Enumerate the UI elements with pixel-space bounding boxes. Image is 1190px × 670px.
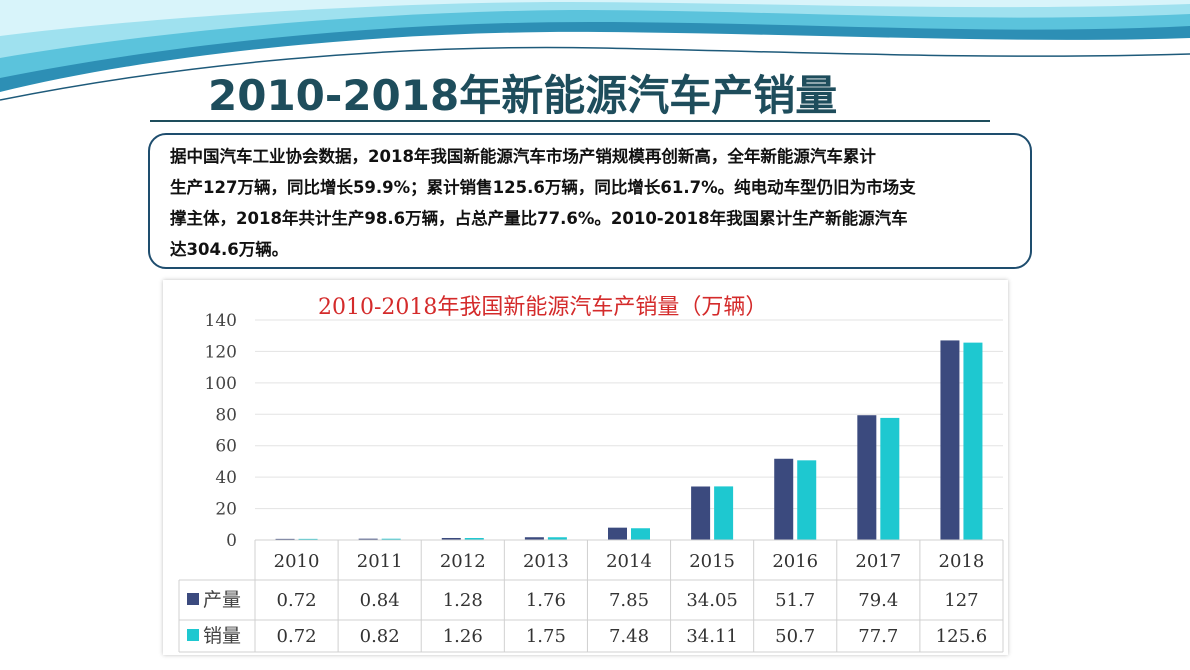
bar-sales	[797, 460, 817, 540]
data-label: 34.11	[686, 626, 738, 647]
data-label: 51.7	[775, 590, 815, 611]
data-label: 127	[944, 590, 978, 611]
bar-sales	[963, 342, 983, 540]
x-tick-label: 2010	[274, 551, 320, 572]
x-tick-label: 2014	[606, 551, 652, 572]
bar-production	[774, 458, 794, 540]
header-wave-decoration	[0, 0, 1190, 101]
data-label: 77.7	[858, 626, 898, 647]
data-label: 125.6	[936, 626, 988, 647]
bar-sales	[381, 538, 401, 540]
summary-line: 达304.6万辆。	[170, 240, 289, 259]
title-underline	[150, 120, 990, 122]
data-label: 50.7	[775, 626, 815, 647]
bar-sales	[714, 486, 734, 540]
chart-panel: 2010-2018年我国新能源汽车产销量（万辆） 0 20 40 60 80 100 120…	[163, 280, 1008, 655]
x-tick-label: 2015	[689, 551, 735, 572]
y-tick-label: 100	[205, 374, 237, 394]
data-label: 1.76	[526, 590, 566, 611]
bar-sales	[298, 538, 318, 540]
x-tick-label: 2013	[523, 551, 569, 572]
x-tick-label: 2018	[939, 551, 985, 572]
y-tick-label: 20	[215, 500, 237, 520]
bar-production	[857, 415, 877, 540]
legend-swatch	[187, 629, 199, 641]
data-label: 1.26	[443, 626, 483, 647]
y-tick-label: 80	[215, 405, 237, 425]
y-tick-label: 0	[226, 531, 237, 551]
data-label: 0.82	[360, 626, 400, 647]
bar-production	[441, 537, 461, 540]
x-tick-label: 2011	[357, 551, 403, 572]
x-tick-label: 2017	[855, 551, 901, 572]
legend-label: 产量	[203, 589, 241, 611]
bar-sales	[464, 538, 484, 540]
data-label: 1.75	[526, 626, 566, 647]
bar-production	[275, 538, 295, 540]
y-tick-label: 120	[205, 342, 237, 362]
x-tick-label: 2012	[440, 551, 486, 572]
bar-production	[608, 527, 627, 540]
bar-production	[358, 538, 378, 540]
bar-production	[940, 340, 960, 540]
bar-sales	[880, 417, 900, 540]
y-tick-label: 60	[215, 437, 237, 457]
data-label: 34.05	[686, 590, 738, 611]
chart-title: 2010-2018年我国新能源汽车产销量（万辆）	[318, 295, 767, 320]
summary-line: 撑主体，2018年共计生产98.6万辆，占总产量比77.6%。2010-2018…	[170, 209, 908, 228]
data-label: 0.84	[360, 590, 400, 611]
summary-text-box: 据中国汽车工业协会数据，2018年我国新能源汽车市场产销规模再创新高，全年新能源…	[148, 133, 1032, 269]
legend-label: 销量	[203, 625, 241, 647]
data-label: 79.4	[858, 590, 898, 611]
data-label: 0.72	[277, 590, 317, 611]
data-label: 7.48	[609, 626, 649, 647]
bar-production	[524, 537, 544, 540]
x-tick-label: 2016	[772, 551, 818, 572]
bar-sales	[547, 537, 567, 540]
bar-chart: 2010-2018年我国新能源汽车产销量（万辆） 0 20 40 60 80 100 120…	[178, 295, 1004, 653]
summary-line: 据中国汽车工业协会数据，2018年我国新能源汽车市场产销规模再创新高，全年新能源…	[170, 147, 876, 166]
slide-title: 2010-2018年新能源汽车产销量	[208, 71, 838, 120]
y-tick-label: 140	[205, 311, 237, 331]
summary-line: 生产127万辆，同比增长59.9%；累计销售125.6万辆，同比增长61.7%。…	[170, 178, 916, 197]
data-label: 0.72	[277, 626, 317, 647]
bar-sales	[631, 528, 650, 540]
y-tick-label: 40	[215, 468, 237, 488]
data-label: 7.85	[609, 590, 649, 611]
legend-swatch	[187, 593, 199, 605]
bar-production	[691, 486, 711, 540]
data-label: 1.28	[443, 590, 483, 611]
